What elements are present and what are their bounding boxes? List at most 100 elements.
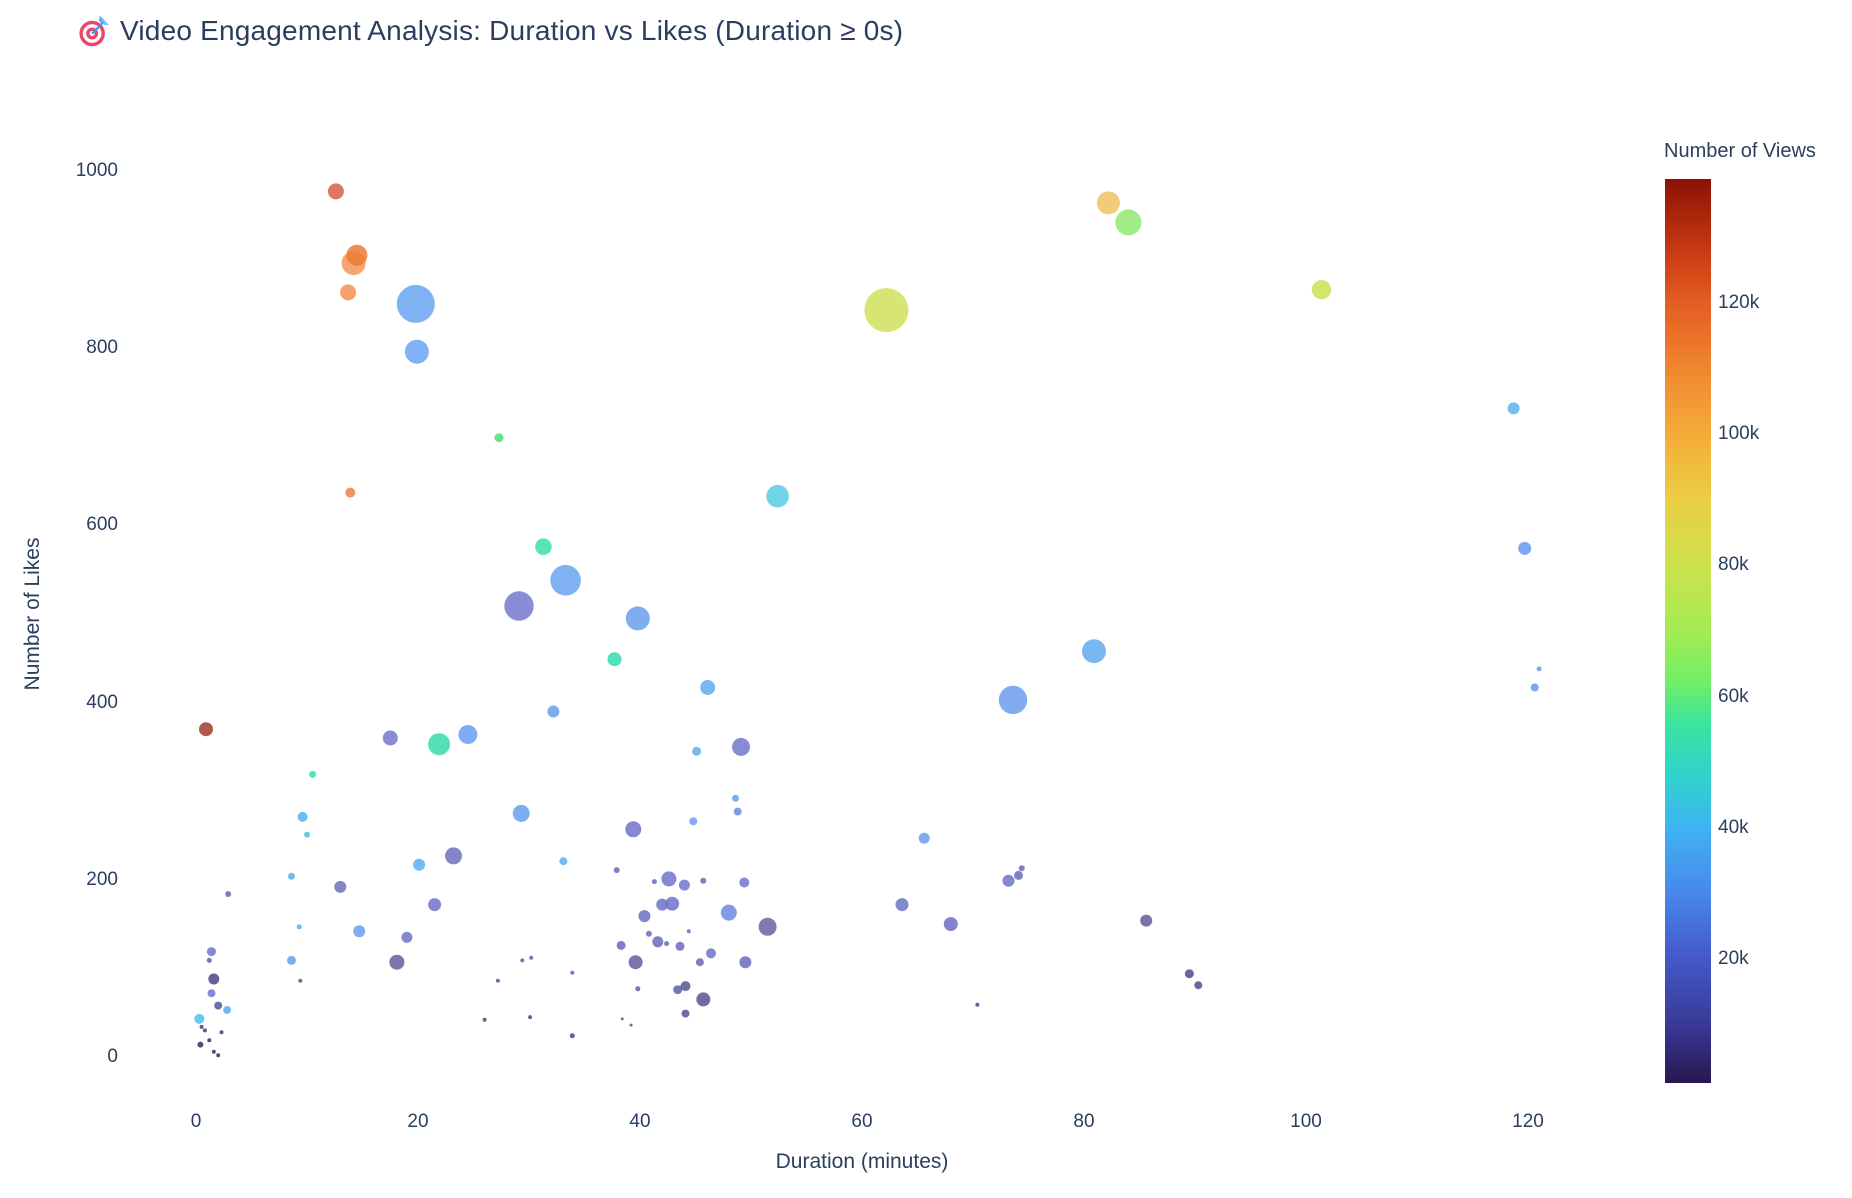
data-point[interactable] xyxy=(758,917,777,936)
data-point[interactable] xyxy=(214,1001,223,1010)
data-point[interactable] xyxy=(620,1017,624,1021)
data-point[interactable] xyxy=(918,832,930,844)
data-point[interactable] xyxy=(202,1028,207,1033)
data-point[interactable] xyxy=(225,891,232,897)
data-point[interactable] xyxy=(651,879,657,885)
data-point[interactable] xyxy=(199,722,213,737)
data-point[interactable] xyxy=(207,989,216,998)
data-point[interactable] xyxy=(645,930,652,937)
data-point[interactable] xyxy=(413,858,426,871)
data-point[interactable] xyxy=(353,925,366,938)
data-point[interactable] xyxy=(206,957,212,963)
data-point[interactable] xyxy=(661,871,677,887)
data-point[interactable] xyxy=(304,831,310,838)
data-point[interactable] xyxy=(207,947,216,957)
data-point[interactable] xyxy=(287,955,296,965)
data-point[interactable] xyxy=(570,970,575,975)
data-point[interactable] xyxy=(504,591,534,621)
data-point[interactable] xyxy=(656,898,669,911)
data-point[interactable] xyxy=(696,992,711,1007)
data-point[interactable] xyxy=(547,705,560,718)
data-point[interactable] xyxy=(296,924,302,930)
data-point[interactable] xyxy=(559,857,568,866)
data-point[interactable] xyxy=(695,958,704,967)
data-point[interactable] xyxy=(309,770,317,778)
data-point[interactable] xyxy=(732,794,739,802)
data-point[interactable] xyxy=(216,1053,221,1058)
data-point[interactable] xyxy=(334,880,347,893)
data-point[interactable] xyxy=(613,867,620,874)
data-point[interactable] xyxy=(428,733,451,756)
data-point[interactable] xyxy=(404,339,429,364)
data-point[interactable] xyxy=(512,804,530,822)
data-point[interactable] xyxy=(739,956,752,969)
data-point[interactable] xyxy=(720,904,737,921)
data-point[interactable] xyxy=(458,725,478,744)
data-point[interactable] xyxy=(1082,639,1106,664)
data-point[interactable] xyxy=(382,730,398,746)
data-point[interactable] xyxy=(194,1013,205,1024)
data-point[interactable] xyxy=(628,955,643,970)
data-point[interactable] xyxy=(629,1023,633,1027)
data-point[interactable] xyxy=(706,948,716,959)
data-point[interactable] xyxy=(975,1002,980,1007)
data-point[interactable] xyxy=(1115,209,1142,236)
data-point[interactable] xyxy=(208,973,220,985)
data-point[interactable] xyxy=(550,565,581,596)
data-point[interactable] xyxy=(675,941,685,951)
data-point[interactable] xyxy=(445,847,462,865)
data-point[interactable] xyxy=(673,985,683,995)
data-point[interactable] xyxy=(219,1030,224,1035)
data-point[interactable] xyxy=(686,929,691,934)
data-point[interactable] xyxy=(766,484,789,508)
data-point[interactable] xyxy=(1194,981,1203,990)
data-point[interactable] xyxy=(298,978,303,983)
data-point[interactable] xyxy=(207,1038,212,1043)
data-point[interactable] xyxy=(680,981,691,992)
data-point[interactable] xyxy=(1184,969,1194,979)
data-point[interactable] xyxy=(681,1009,690,1018)
data-point[interactable] xyxy=(535,538,552,555)
data-point[interactable] xyxy=(998,685,1028,715)
data-point[interactable] xyxy=(482,1017,487,1022)
data-point[interactable] xyxy=(327,183,344,200)
data-point[interactable] xyxy=(625,821,642,838)
data-point[interactable] xyxy=(1530,683,1539,692)
data-point[interactable] xyxy=(1507,402,1520,415)
data-point[interactable] xyxy=(346,244,368,266)
data-point[interactable] xyxy=(692,746,702,756)
data-point[interactable] xyxy=(678,879,690,891)
data-point[interactable] xyxy=(895,898,909,912)
data-point[interactable] xyxy=(223,1006,232,1014)
data-point[interactable] xyxy=(664,941,670,947)
data-point[interactable] xyxy=(389,954,405,970)
data-point[interactable] xyxy=(700,877,707,884)
data-point[interactable] xyxy=(528,1015,533,1020)
data-point[interactable] xyxy=(520,958,525,963)
data-point[interactable] xyxy=(211,1049,216,1054)
data-point[interactable] xyxy=(638,910,651,923)
data-point[interactable] xyxy=(864,288,909,333)
data-point[interactable] xyxy=(1311,280,1332,300)
data-point[interactable] xyxy=(1140,914,1153,927)
data-point[interactable] xyxy=(288,872,295,880)
data-point[interactable] xyxy=(396,284,435,323)
data-point[interactable] xyxy=(569,1033,575,1039)
data-point[interactable] xyxy=(494,433,504,443)
data-point[interactable] xyxy=(199,1024,204,1029)
data-point[interactable] xyxy=(401,931,413,943)
data-point[interactable] xyxy=(732,737,750,756)
data-point[interactable] xyxy=(607,652,622,667)
data-point[interactable] xyxy=(197,1041,204,1048)
data-point[interactable] xyxy=(700,680,716,695)
data-point[interactable] xyxy=(635,986,641,992)
data-point[interactable] xyxy=(1002,874,1015,887)
data-point[interactable] xyxy=(428,898,442,912)
data-point[interactable] xyxy=(297,811,308,822)
data-point[interactable] xyxy=(1018,865,1025,872)
data-point[interactable] xyxy=(495,978,500,983)
data-point[interactable] xyxy=(943,917,958,932)
data-point[interactable] xyxy=(652,936,664,948)
data-point[interactable] xyxy=(733,807,742,816)
data-point[interactable] xyxy=(665,896,680,911)
